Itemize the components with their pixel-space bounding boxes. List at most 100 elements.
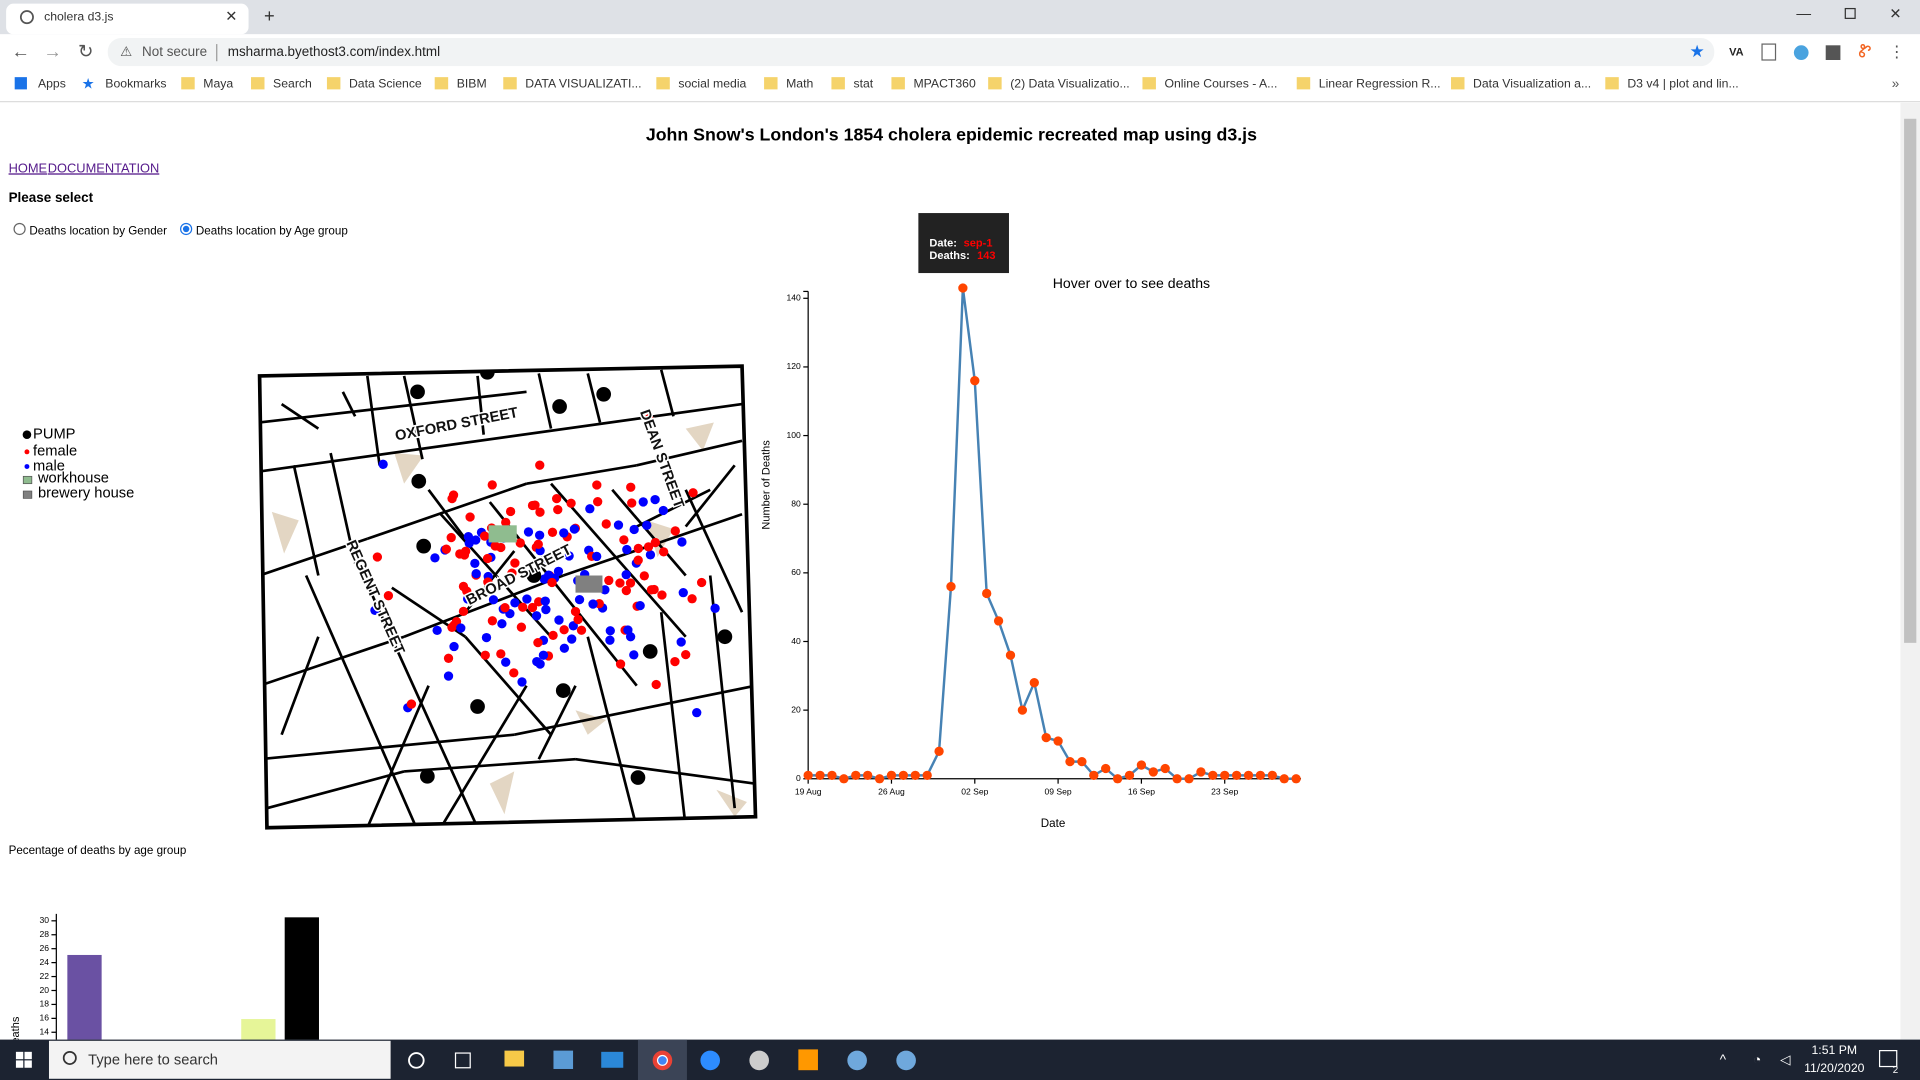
nav-link[interactable]: DOCUMENTATION xyxy=(48,160,160,175)
point[interactable] xyxy=(886,770,897,780)
start-button[interactable] xyxy=(15,1051,24,1060)
network-icon[interactable]: ◔ xyxy=(1753,1052,1761,1067)
bookmark[interactable]: DATA VISUALIZATI... xyxy=(525,77,641,91)
point[interactable] xyxy=(851,770,861,780)
point[interactable] xyxy=(1029,678,1039,688)
radio-button[interactable] xyxy=(13,222,26,236)
point[interactable] xyxy=(1101,763,1111,774)
tray-expand[interactable]: ^ xyxy=(1720,1052,1727,1067)
search-box[interactable] xyxy=(48,1040,391,1079)
point[interactable] xyxy=(1243,770,1254,780)
volume-icon[interactable]: ◁ xyxy=(1780,1052,1790,1067)
point[interactable] xyxy=(982,588,992,599)
point[interactable] xyxy=(827,770,837,780)
point[interactable] xyxy=(910,770,920,780)
bookmark[interactable]: MPACT360 xyxy=(913,77,976,91)
point[interactable] xyxy=(1089,770,1099,780)
point[interactable] xyxy=(839,774,849,784)
extension-icon[interactable]: Ꮡ xyxy=(1859,40,1872,61)
point[interactable] xyxy=(1255,770,1266,780)
point[interactable] xyxy=(1160,763,1170,774)
clock-date[interactable]: 11/20/2020 xyxy=(1804,1061,1865,1075)
point[interactable] xyxy=(1279,774,1289,784)
bookmark[interactable]: D3 v4 | plot and lin... xyxy=(1627,77,1738,91)
nav-link[interactable]: HOME xyxy=(9,160,48,175)
menu-button[interactable]: ⋮ xyxy=(1889,44,1905,61)
point[interactable] xyxy=(1065,756,1075,767)
app-icon[interactable] xyxy=(749,1050,769,1071)
point[interactable] xyxy=(815,770,825,780)
bookmark[interactable]: social media xyxy=(678,77,746,91)
point[interactable] xyxy=(863,770,873,780)
extensions-button[interactable] xyxy=(1825,45,1841,60)
bookmark[interactable]: Maya xyxy=(203,77,233,91)
point[interactable] xyxy=(874,774,885,784)
point[interactable] xyxy=(1136,760,1147,770)
radio-label[interactable]: Deaths location by Age group xyxy=(196,225,348,238)
point[interactable] xyxy=(970,376,980,386)
bar[interactable] xyxy=(67,954,102,1080)
extension-icon[interactable]: VA xyxy=(1729,47,1744,59)
point[interactable] xyxy=(993,616,1004,626)
notification-button[interactable] xyxy=(1878,1050,1898,1068)
bookmark[interactable]: Search xyxy=(273,77,312,91)
point[interactable] xyxy=(1220,770,1230,780)
point[interactable] xyxy=(1017,705,1028,715)
bookmark[interactable]: Data Visualization a... xyxy=(1473,77,1591,91)
bookmark[interactable]: Apps xyxy=(38,77,66,91)
back-button[interactable]: ← xyxy=(12,40,30,61)
bar[interactable] xyxy=(284,917,319,1080)
minimize[interactable]: — xyxy=(1796,7,1811,23)
point[interactable] xyxy=(1196,767,1206,777)
reload-button[interactable]: ↻ xyxy=(78,40,93,61)
maximize[interactable] xyxy=(1844,7,1856,19)
bookmark[interactable]: BIBM xyxy=(457,77,487,91)
bookmark[interactable]: Data Science xyxy=(349,77,422,91)
point[interactable] xyxy=(1124,770,1135,780)
point[interactable] xyxy=(934,746,944,756)
point[interactable] xyxy=(1231,770,1242,780)
point[interactable] xyxy=(1112,774,1123,784)
forward-button[interactable]: → xyxy=(43,40,61,61)
app-icon[interactable] xyxy=(504,1050,525,1067)
bookmark[interactable]: stat xyxy=(853,77,873,91)
more-bookmarks[interactable]: » xyxy=(1892,76,1899,91)
task-view[interactable] xyxy=(454,1052,471,1069)
point[interactable] xyxy=(1208,770,1218,780)
point[interactable] xyxy=(1267,770,1277,780)
tab-close[interactable]: ✕ xyxy=(225,9,237,25)
point[interactable] xyxy=(1291,774,1301,784)
point[interactable] xyxy=(803,770,813,780)
point[interactable] xyxy=(1077,756,1087,767)
address-bar[interactable] xyxy=(107,37,1715,67)
extension-icon[interactable] xyxy=(1761,43,1777,61)
point[interactable] xyxy=(958,283,968,293)
app-icon[interactable] xyxy=(553,1050,574,1069)
scrollbar-thumb[interactable] xyxy=(1904,118,1917,643)
point[interactable] xyxy=(1053,736,1063,746)
bookmark[interactable]: Online Courses - A... xyxy=(1164,77,1277,91)
new-tab[interactable]: + xyxy=(264,5,275,26)
point[interactable] xyxy=(946,581,956,592)
point[interactable] xyxy=(922,770,932,780)
extension-icon[interactable] xyxy=(1793,45,1809,60)
bookmark[interactable]: Bookmarks xyxy=(105,77,166,91)
point[interactable] xyxy=(1041,732,1051,743)
tab[interactable] xyxy=(6,3,249,35)
app-icon[interactable] xyxy=(847,1050,867,1071)
clock-time[interactable]: 1:51 PM xyxy=(1812,1043,1858,1057)
app-icon[interactable] xyxy=(601,1051,624,1068)
bookmark-star[interactable]: ★ xyxy=(1689,41,1704,61)
bookmark[interactable]: Math xyxy=(786,77,813,91)
app-icon[interactable] xyxy=(896,1050,916,1071)
point[interactable] xyxy=(1005,650,1016,660)
point[interactable] xyxy=(1148,767,1158,777)
bar[interactable] xyxy=(241,1019,276,1080)
point[interactable] xyxy=(1172,774,1182,784)
point[interactable] xyxy=(898,770,909,780)
cortana-button[interactable] xyxy=(408,1052,425,1069)
point[interactable] xyxy=(1184,774,1194,784)
radio-label[interactable]: Deaths location by Gender xyxy=(29,225,167,238)
bookmark[interactable]: (2) Data Visualizatio... xyxy=(1010,77,1129,91)
close-window[interactable]: ✕ xyxy=(1889,7,1901,23)
